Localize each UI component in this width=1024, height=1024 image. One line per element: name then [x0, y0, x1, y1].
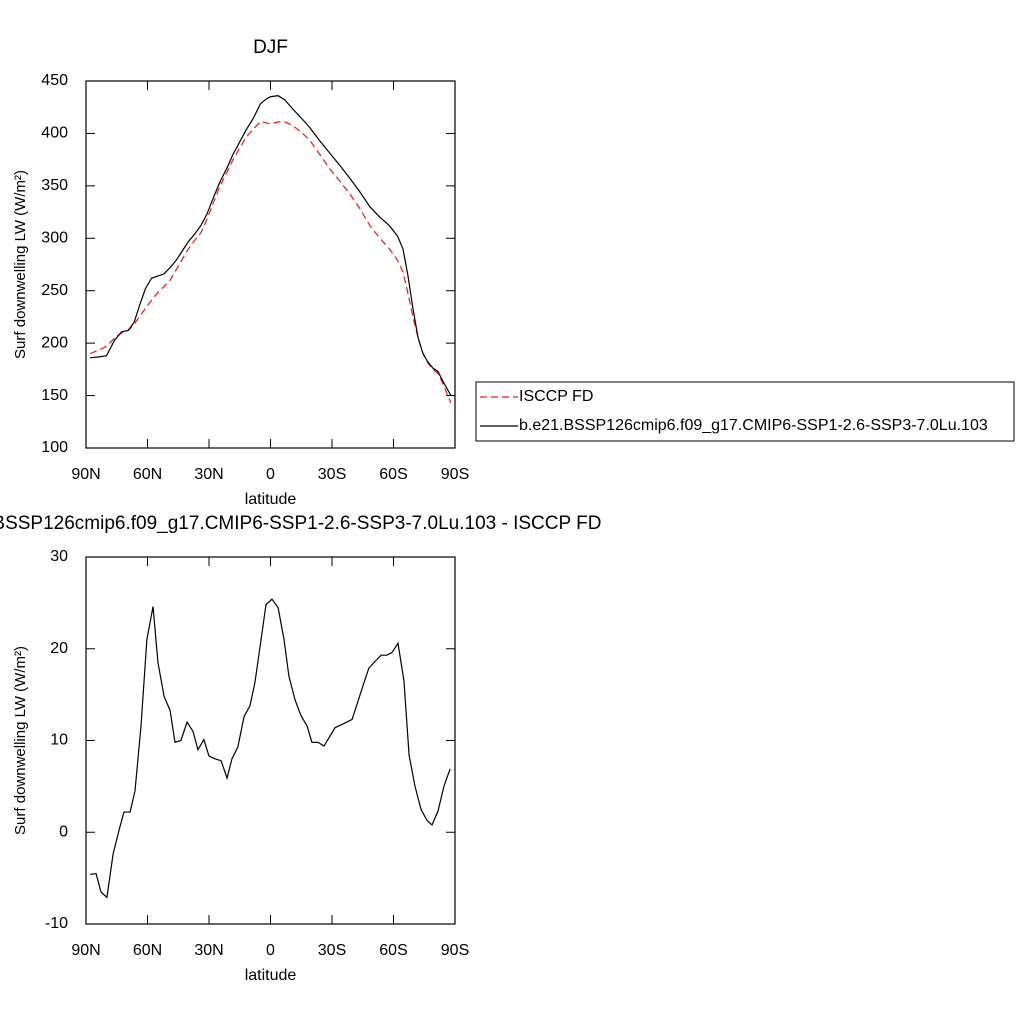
y-tick-label: 450 [41, 72, 68, 89]
y-tick-label: 20 [50, 640, 68, 657]
x-tick-label: 0 [266, 942, 275, 959]
y-tick-label: -10 [45, 915, 68, 932]
y-tick-label: 400 [41, 125, 68, 142]
legend-label: b.e21.BSSP126cmip6.f09_g17.CMIP6-SSP1-2.… [519, 417, 988, 434]
y-tick-label: 100 [41, 439, 68, 456]
x-tick-label: 0 [266, 466, 275, 483]
x-tick-label: 60N [133, 466, 162, 483]
y-tick-label: 10 [50, 732, 68, 749]
y-tick-label: 300 [41, 230, 68, 247]
plot-frame [85, 80, 456, 449]
y-axis-label: Surf downwelling LW (W/m²) [12, 170, 29, 359]
y-tick-label: 200 [41, 334, 68, 351]
x-tick-label: 30S [318, 466, 346, 483]
x-tick-label: 90N [71, 466, 100, 483]
x-tick-label: 90S [441, 466, 469, 483]
legend-label: ISCCP FD [519, 388, 593, 405]
legend-box [475, 381, 1015, 442]
chart-title: DJF [253, 37, 288, 58]
data-line [90, 598, 451, 899]
x-tick-label: 90N [71, 942, 100, 959]
x-tick-label: 90S [441, 942, 469, 959]
y-tick-label: 30 [50, 548, 68, 565]
y-axis-label: Surf downwelling LW (W/m²) [12, 646, 29, 835]
data-line [89, 121, 452, 404]
x-tick-label: 60S [379, 942, 407, 959]
x-axis-label: latitude [245, 967, 297, 984]
x-tick-label: 30N [194, 466, 223, 483]
y-tick-label: 350 [41, 177, 68, 194]
y-tick-label: 0 [59, 823, 68, 840]
y-tick-label: 150 [41, 387, 68, 404]
x-tick-label: 60N [133, 942, 162, 959]
plot-frame [85, 556, 456, 925]
chart-title: b.e21.BSSP126cmip6.f09_g17.CMIP6-SSP1-2.… [0, 513, 601, 534]
x-axis-label: latitude [245, 491, 297, 508]
data-line [90, 95, 452, 396]
x-tick-label: 30S [318, 942, 346, 959]
x-tick-label: 30N [194, 942, 223, 959]
y-tick-label: 250 [41, 282, 68, 299]
x-tick-label: 60S [379, 466, 407, 483]
